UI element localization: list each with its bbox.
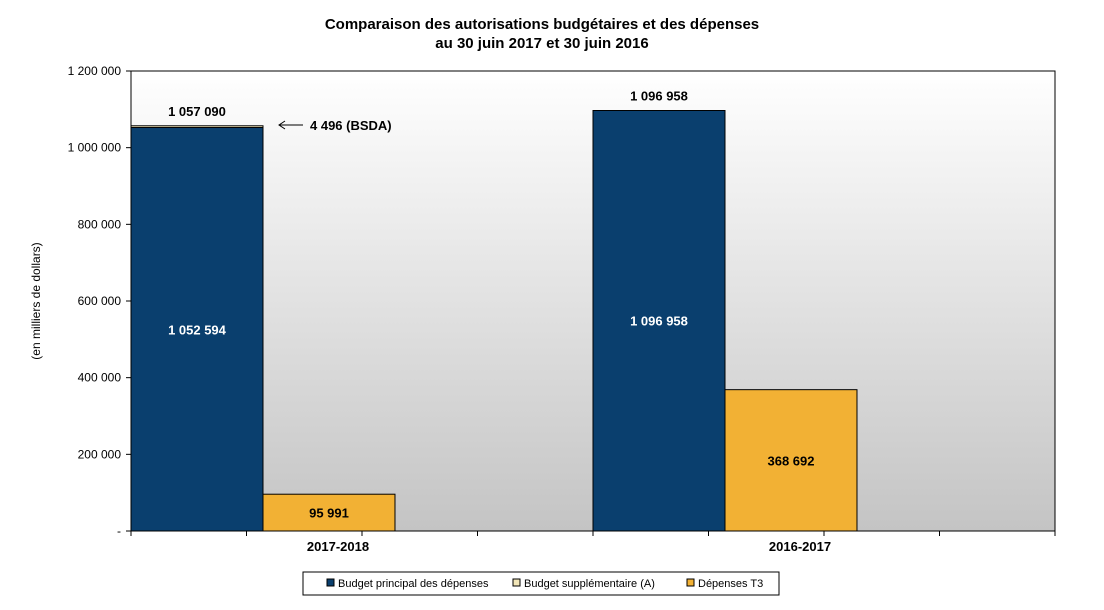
y-tick-label: 400 000	[78, 371, 122, 385]
bar-value-label: 1 096 958	[630, 314, 688, 329]
legend-swatch	[512, 578, 521, 587]
legend: Budget principal des dépenses Budget supp…	[302, 571, 780, 596]
legend-swatch	[686, 578, 695, 587]
bars-group	[130, 109, 858, 532]
bar-budget-supplementaire	[130, 125, 264, 129]
legend-swatch	[326, 578, 335, 587]
bar-value-label: 95 991	[309, 506, 349, 521]
bar-budget-principal	[592, 109, 726, 532]
y-tick-label: -	[117, 524, 121, 538]
y-axis-label: (en milliers de dollars)	[29, 242, 43, 359]
arrow-head-icon	[278, 120, 286, 130]
data-labels-group: 1 052 594 1 057 090 95 991 1 096 958 1 096 9…	[168, 88, 814, 520]
bar-value-label: 368 692	[767, 453, 814, 468]
y-tick-label: 800 000	[78, 217, 122, 231]
legend-label: Dépenses T3	[698, 578, 763, 590]
bar-value-label: 1 052 594	[168, 322, 227, 337]
y-tick-label: 1 000 000	[68, 141, 122, 155]
y-tick-label: 200 000	[78, 447, 122, 461]
y-tick-label: 1 200 000	[68, 64, 122, 78]
y-axis: - 200 000 400 000 600 000 800 000 1 000 000 1 …	[68, 64, 131, 538]
bar-total-label: 1 057 090	[168, 104, 226, 119]
legend-label: Budget supplémentaire (A)	[524, 578, 655, 590]
bar-budget-principal	[130, 127, 264, 532]
annotation: 4 496 (BSDA)	[278, 118, 392, 133]
legend-label: Budget principal des dépenses	[338, 578, 489, 590]
chart-subtitle: au 30 juin 2017 et 30 juin 2016	[435, 35, 648, 52]
bar-total-label: 1 096 958	[630, 88, 688, 103]
chart-title: Comparaison des autorisations budgétaire…	[325, 16, 759, 33]
bar-depenses-t3	[724, 389, 858, 532]
legend-box	[302, 571, 780, 596]
annotation-label: 4 496 (BSDA)	[310, 118, 392, 133]
x-category-label: 2017-2018	[307, 539, 369, 554]
x-category-label: 2016-2017	[769, 539, 831, 554]
y-tick-label: 600 000	[78, 294, 122, 308]
bar-depenses-t3	[262, 493, 396, 532]
x-axis: 2017-2018 2016-2017	[130, 531, 1056, 554]
